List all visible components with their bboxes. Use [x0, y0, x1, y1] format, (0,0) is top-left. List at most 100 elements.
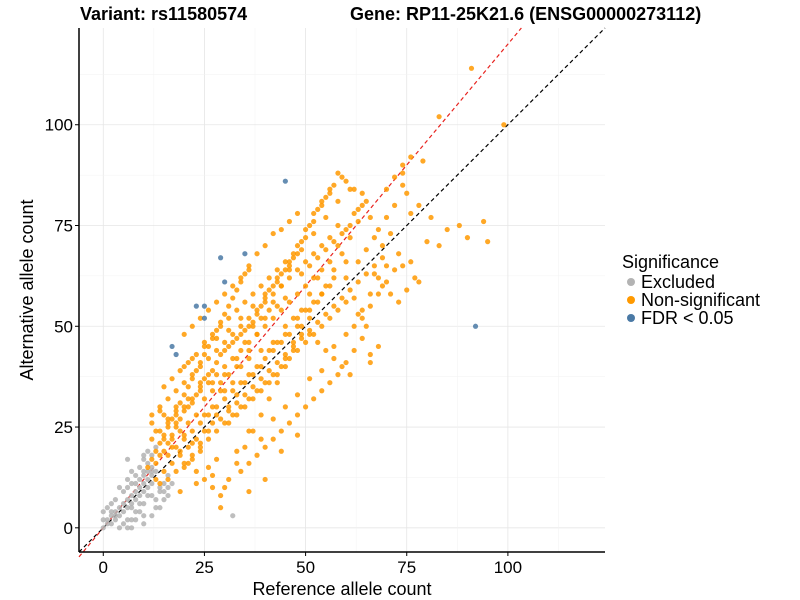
data-point-series-1 [359, 307, 365, 313]
data-point-series-1 [181, 331, 187, 337]
data-point-series-1 [197, 315, 203, 321]
data-point-series-0 [141, 452, 147, 458]
data-point-series-0 [165, 472, 171, 479]
data-point-series-1 [355, 311, 361, 317]
data-point-series-0 [108, 513, 114, 519]
data-point-series-1 [270, 347, 276, 354]
data-point-series-1 [290, 255, 297, 261]
data-point-series-1 [189, 372, 195, 378]
data-point-series-1 [181, 436, 187, 442]
data-point-series-1 [302, 226, 309, 233]
data-point-series-2 [242, 251, 248, 257]
data-point-series-1 [327, 235, 333, 241]
data-point-series-0 [141, 488, 147, 495]
legend-dot-fdr [627, 314, 635, 322]
data-point-series-1 [242, 392, 248, 398]
data-point-series-1 [307, 315, 313, 321]
data-point-series-1 [157, 404, 163, 410]
data-point-series-1 [197, 363, 203, 370]
data-point-series-0 [124, 525, 131, 531]
data-point-series-1 [250, 291, 256, 297]
data-point-series-1 [311, 230, 317, 237]
data-point-series-1 [294, 347, 301, 354]
data-point-series-1 [436, 243, 442, 249]
data-point-series-0 [129, 525, 135, 531]
data-point-series-0 [129, 501, 135, 507]
data-point-series-1 [315, 339, 321, 345]
data-point-series-1 [145, 464, 151, 470]
data-point-series-1 [205, 380, 212, 386]
data-point-series-0 [112, 517, 119, 523]
data-point-series-1 [218, 492, 224, 499]
data-point-series-1 [290, 339, 297, 345]
data-point-series-1 [294, 323, 301, 329]
data-point-series-1 [343, 359, 349, 366]
data-point-series-1 [335, 372, 341, 378]
data-point-series-0 [100, 509, 106, 515]
data-point-series-1 [270, 339, 276, 345]
data-point-series-1 [242, 444, 248, 450]
data-point-series-1 [193, 480, 199, 487]
data-point-series-1 [383, 279, 390, 285]
data-point-series-1 [286, 355, 292, 362]
data-point-series-1 [234, 355, 240, 362]
data-point-series-1 [161, 448, 167, 454]
data-point-series-1 [339, 295, 345, 301]
data-point-series-0 [116, 484, 123, 491]
data-point-series-1 [335, 198, 341, 204]
data-point-series-1 [266, 396, 272, 402]
x-tick-label: 50 [296, 558, 315, 577]
data-point-series-1 [424, 239, 430, 245]
data-point-series-1 [331, 275, 337, 281]
data-point-series-0 [129, 480, 135, 487]
data-point-series-1 [157, 408, 163, 414]
data-point-series-1 [246, 396, 252, 402]
data-point-series-1 [266, 380, 272, 386]
data-point-series-1 [213, 428, 220, 434]
data-point-series-1 [230, 388, 236, 394]
data-point-series-1 [169, 436, 175, 442]
data-point-series-1 [298, 247, 305, 253]
data-point-series-1 [428, 214, 434, 221]
data-point-series-1 [197, 380, 203, 386]
data-point-series-1 [408, 154, 414, 160]
data-point-series-1 [205, 464, 212, 470]
data-point-series-1 [149, 412, 155, 418]
data-point-series-1 [327, 315, 333, 321]
data-point-series-1 [230, 283, 236, 289]
data-point-series-1 [250, 319, 256, 325]
data-point-series-1 [209, 335, 216, 341]
data-point-series-1 [181, 380, 187, 386]
legend-dot-non-significant [627, 296, 635, 304]
data-point-series-2 [193, 303, 199, 309]
data-point-series-1 [311, 299, 317, 305]
data-point-series-0 [149, 513, 155, 519]
data-point-series-1 [343, 226, 349, 233]
data-point-series-1 [359, 202, 365, 208]
data-point-series-1 [347, 222, 353, 229]
data-point-series-1 [218, 380, 224, 386]
data-point-series-1 [209, 331, 216, 337]
data-point-series-1 [298, 239, 305, 245]
data-point-series-1 [213, 456, 220, 462]
data-point-series-0 [133, 488, 139, 495]
data-point-series-1 [311, 218, 317, 225]
data-point-series-1 [185, 404, 191, 410]
data-point-series-1 [327, 186, 333, 192]
data-point-series-1 [323, 214, 329, 221]
data-point-series-1 [262, 299, 268, 305]
data-point-series-1 [327, 190, 333, 196]
data-point-series-1 [161, 384, 167, 390]
data-point-series-1 [270, 299, 276, 305]
data-point-series-1 [218, 388, 224, 394]
data-point-series-0 [145, 448, 151, 454]
data-point-series-1 [153, 460, 159, 466]
data-point-series-1 [209, 420, 216, 426]
data-point-series-1 [323, 247, 329, 253]
y-tick-label: 25 [54, 418, 73, 437]
data-point-series-1 [307, 291, 313, 297]
data-point-series-1 [185, 420, 191, 426]
data-point-series-1 [169, 376, 175, 382]
data-point-series-0 [133, 480, 139, 487]
y-tick-label: 0 [64, 519, 73, 538]
